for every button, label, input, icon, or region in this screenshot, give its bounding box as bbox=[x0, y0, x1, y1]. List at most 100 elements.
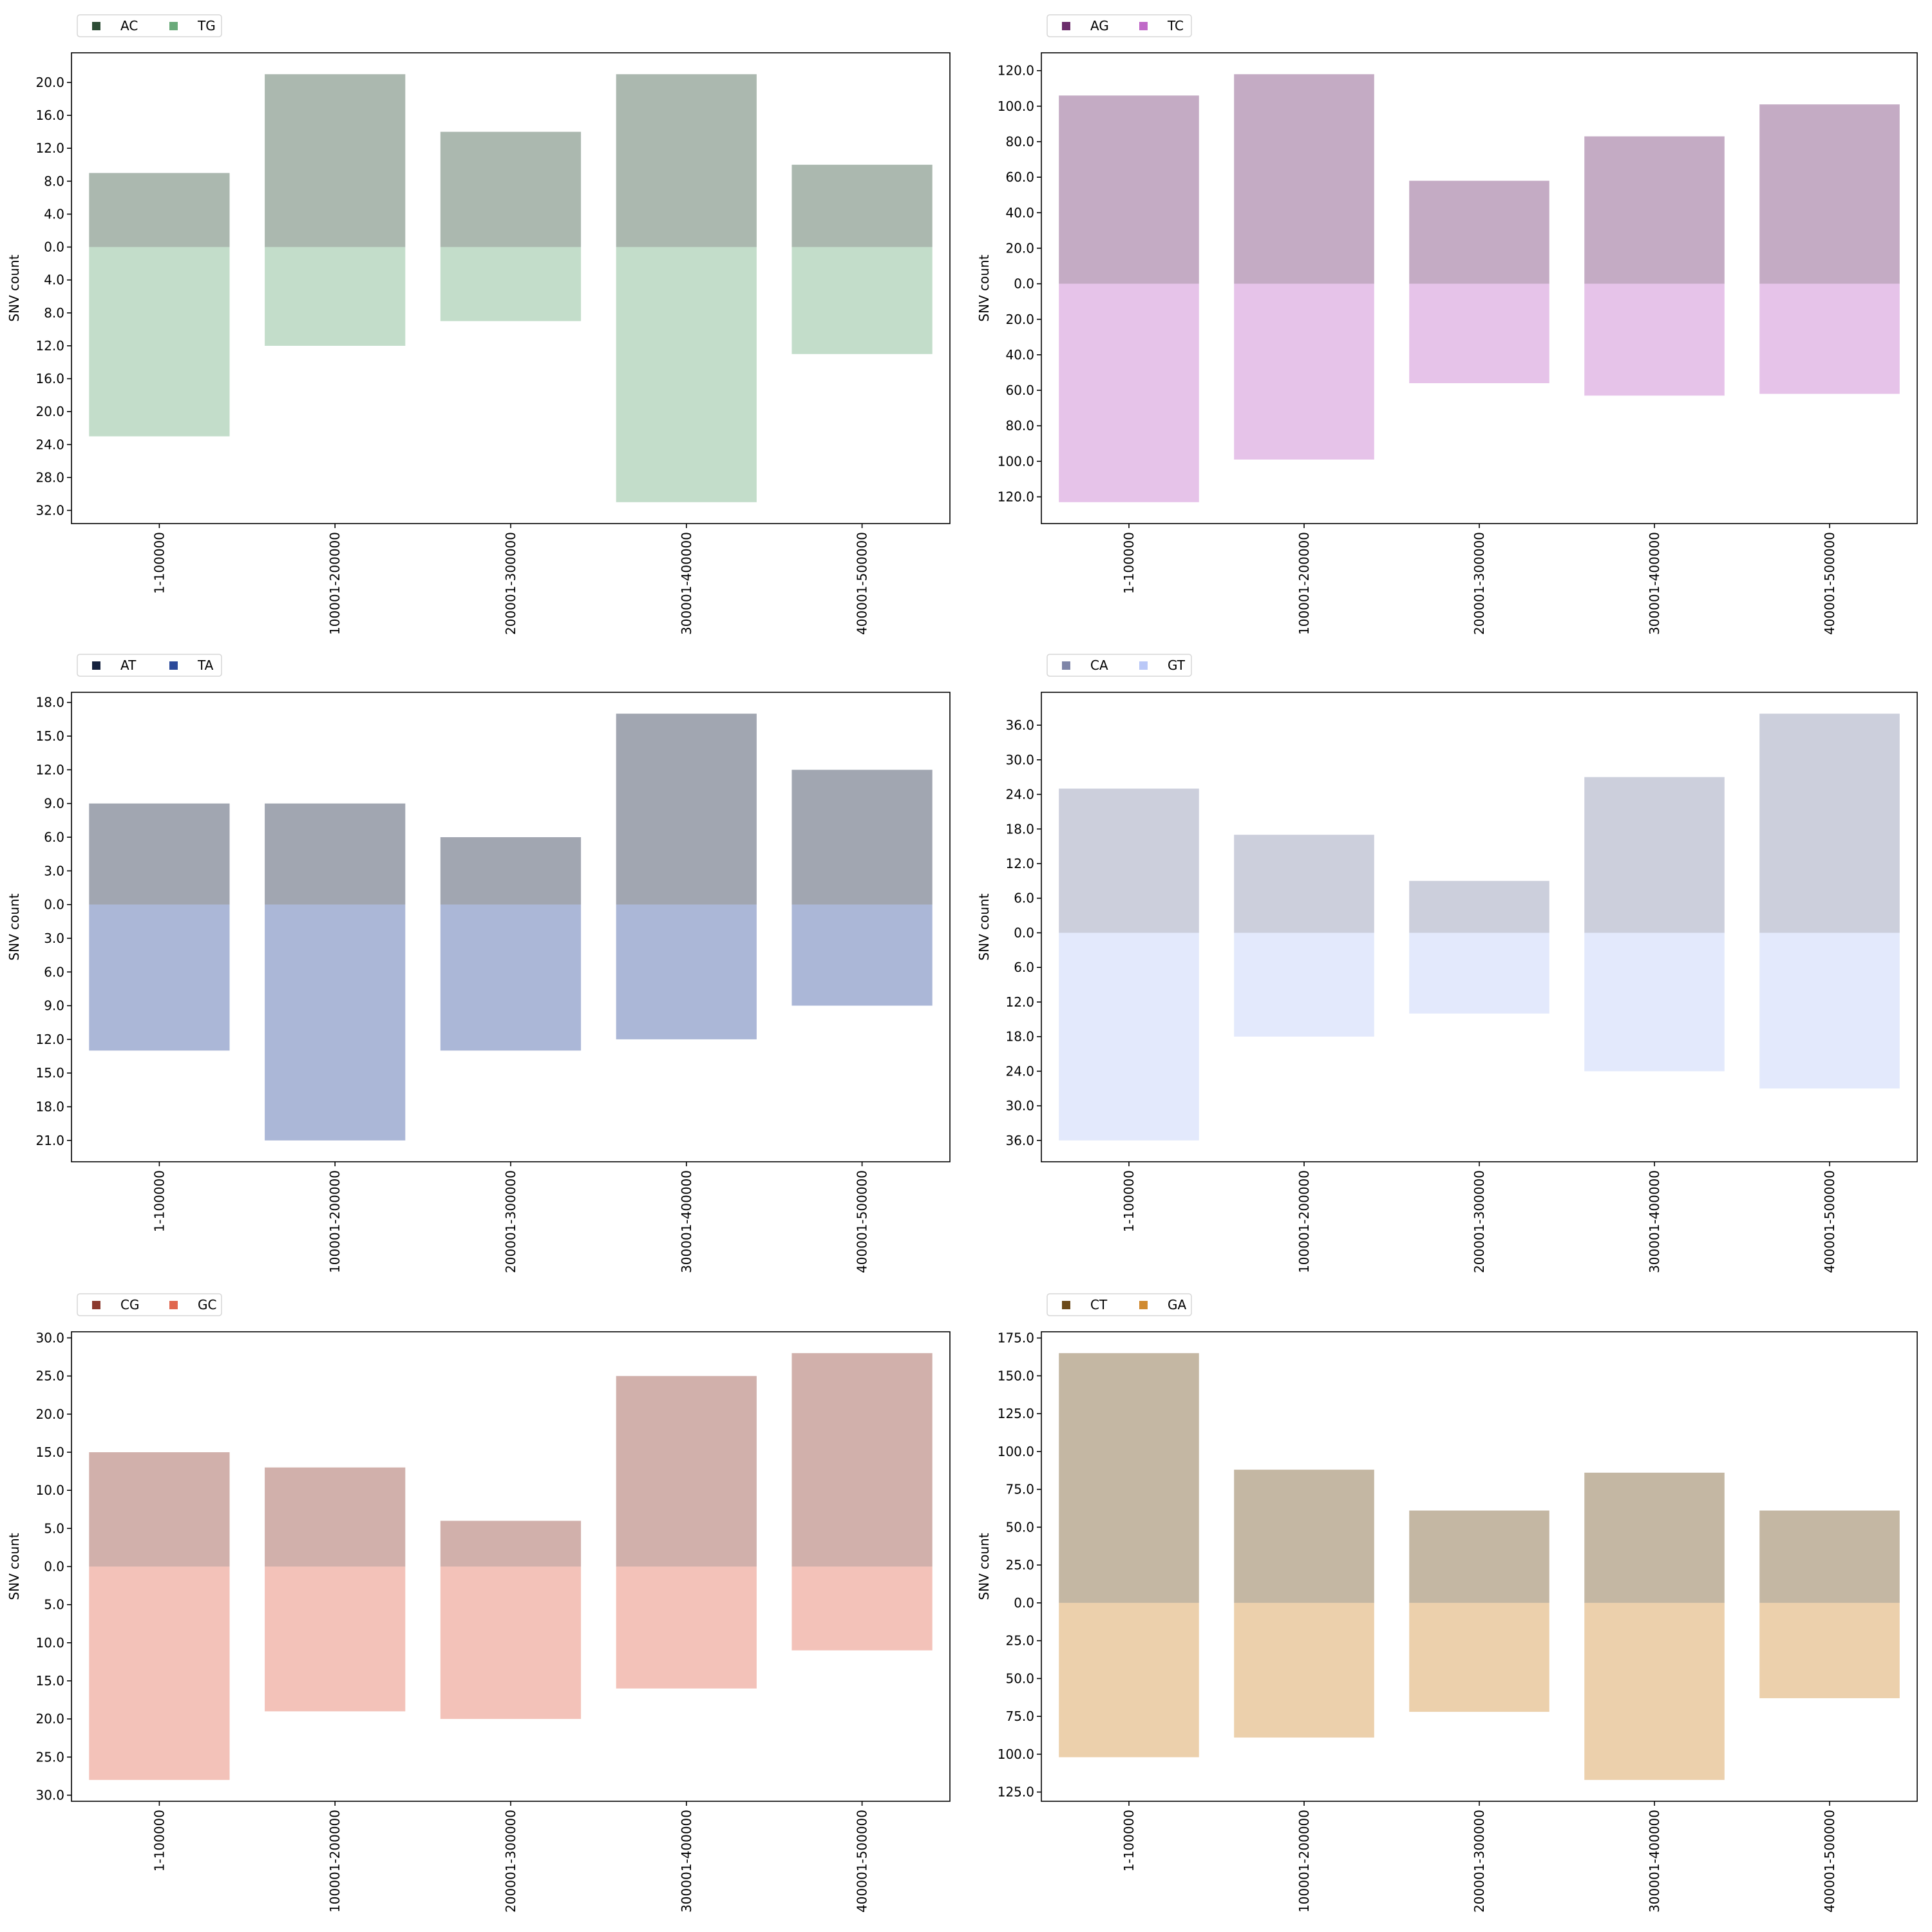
legend-label-AT: AT bbox=[120, 658, 137, 673]
xtick-label: 200001-300000 bbox=[1472, 1810, 1487, 1913]
ytick-label: 32.0 bbox=[35, 503, 64, 518]
bar-GA-2 bbox=[1409, 1602, 1549, 1712]
legend-box bbox=[1046, 654, 1192, 677]
ytick-label: 9.0 bbox=[44, 796, 64, 811]
xtick-label: 1-100000 bbox=[151, 1170, 167, 1232]
bar-AT-4 bbox=[791, 770, 933, 905]
ytick-label: 20.0 bbox=[35, 1406, 64, 1422]
ytick-label: 28.0 bbox=[35, 469, 64, 485]
bar-GT-1 bbox=[1234, 933, 1374, 1037]
bar-GA-4 bbox=[1759, 1602, 1900, 1698]
bar-CA-0 bbox=[1059, 788, 1199, 933]
ytick-label: 10.0 bbox=[35, 1635, 64, 1651]
xtick-label: 100001-200000 bbox=[327, 1170, 343, 1273]
subplot-CG-GC: 30.0 25.0 20.0 15.0 10.0 5.0 0.0 5.0 10.0 15.0 20.… bbox=[6, 1293, 951, 1913]
legend-swatch-TG bbox=[169, 22, 178, 30]
ytick-label: 15.0 bbox=[35, 1065, 64, 1081]
ytick-label: 12.0 bbox=[1005, 994, 1034, 1010]
legend-box bbox=[77, 1293, 222, 1316]
ytick-label: 4.0 bbox=[44, 206, 64, 222]
legend-swatch-CT bbox=[1062, 1301, 1070, 1309]
ytick-label: 4.0 bbox=[44, 272, 64, 288]
xtick-label: 100001-200000 bbox=[1296, 532, 1312, 635]
xtick-label: 200001-300000 bbox=[503, 1810, 518, 1913]
bar-GC-1 bbox=[265, 1566, 406, 1712]
xtick-label: 1-100000 bbox=[151, 532, 167, 594]
ytick-label: 36.0 bbox=[1005, 717, 1034, 733]
ytick-label: 20.0 bbox=[1005, 312, 1034, 327]
bar-AG-3 bbox=[1584, 136, 1725, 284]
bar-CT-2 bbox=[1409, 1510, 1549, 1603]
ytick-label: 24.0 bbox=[1005, 1063, 1034, 1079]
subplot-AC-TG: 32.0 28.0 24.0 20.0 16.0 12.0 8.0 4.0 0.0 4.0 8.0 1… bbox=[6, 14, 951, 635]
xtick-label: 300001-400000 bbox=[679, 1170, 694, 1273]
ytick-label: 0.0 bbox=[1014, 1595, 1034, 1611]
ytick-label: 3.0 bbox=[44, 931, 64, 946]
ytick-label: 36.0 bbox=[1005, 1133, 1034, 1148]
legend: CG GC bbox=[77, 1293, 222, 1316]
legend-swatch-TA bbox=[169, 661, 178, 670]
bar-AT-1 bbox=[265, 803, 406, 905]
legend-label-AC: AC bbox=[120, 18, 138, 33]
ytick-label: 24.0 bbox=[35, 437, 64, 452]
bar-TG-1 bbox=[265, 247, 406, 346]
legend-swatch-GT bbox=[1139, 661, 1148, 670]
legend-swatch-TC bbox=[1139, 22, 1148, 30]
ytick-label: 120.0 bbox=[998, 489, 1034, 505]
ytick-label: 18.0 bbox=[1005, 821, 1034, 837]
xtick-label: 400001-500000 bbox=[1822, 1810, 1837, 1913]
bar-GT-4 bbox=[1759, 933, 1900, 1089]
bar-TA-1 bbox=[265, 904, 406, 1141]
bar-CT-1 bbox=[1234, 1470, 1374, 1603]
ytick-label: 120.0 bbox=[998, 63, 1034, 79]
subplot-CT-GA: 125.0 100.0 75.0 50.0 25.0 0.0 25.0 50.0 75.0 100… bbox=[976, 1293, 1918, 1913]
bar-CG-3 bbox=[616, 1376, 757, 1567]
ytick-label: 15.0 bbox=[35, 728, 64, 744]
ytick-label: 60.0 bbox=[1005, 383, 1034, 398]
bar-CG-1 bbox=[265, 1467, 406, 1567]
xtick-label: 400001-500000 bbox=[1822, 532, 1837, 635]
bar-GT-3 bbox=[1584, 933, 1725, 1072]
xtick-label: 400001-500000 bbox=[855, 1810, 870, 1913]
subplot-AT-TA: 21.0 18.0 15.0 12.0 9.0 6.0 3.0 0.0 3.0 6.0 9.0 12.… bbox=[6, 654, 951, 1273]
ytick-label: 175.0 bbox=[998, 1331, 1034, 1346]
bar-CT-3 bbox=[1584, 1472, 1725, 1603]
bar-CG-2 bbox=[440, 1520, 582, 1567]
ytick-label: 25.0 bbox=[1005, 1557, 1034, 1573]
ytick-label: 6.0 bbox=[44, 829, 64, 845]
legend-swatch-GA bbox=[1139, 1301, 1148, 1309]
legend-swatch-AG bbox=[1062, 22, 1070, 30]
ytick-label: 25.0 bbox=[35, 1749, 64, 1765]
ytick-label: 125.0 bbox=[998, 1406, 1034, 1421]
ytick-label: 60.0 bbox=[1005, 169, 1034, 185]
y-axis-label: SNV count bbox=[6, 893, 22, 960]
ytick-label: 15.0 bbox=[35, 1673, 64, 1689]
bar-AC-3 bbox=[616, 74, 757, 247]
legend-label-CG: CG bbox=[120, 1297, 139, 1312]
bar-TA-4 bbox=[791, 904, 933, 1006]
bar-CT-0 bbox=[1059, 1353, 1199, 1603]
bar-AT-3 bbox=[616, 714, 757, 905]
bar-TG-4 bbox=[791, 247, 933, 354]
ytick-label: 50.0 bbox=[1005, 1671, 1034, 1686]
xtick-label: 1-100000 bbox=[1121, 1170, 1137, 1232]
legend: CT GA bbox=[1046, 1293, 1192, 1316]
bar-CT-4 bbox=[1759, 1510, 1900, 1603]
xtick-label: 100001-200000 bbox=[1296, 1810, 1312, 1913]
ytick-label: 125.0 bbox=[998, 1785, 1034, 1800]
xtick-label: 100001-200000 bbox=[327, 1810, 343, 1913]
xtick-label: 1-100000 bbox=[151, 1810, 167, 1871]
ytick-label: 18.0 bbox=[35, 1099, 64, 1115]
legend-box bbox=[77, 14, 222, 37]
xtick-label: 200001-300000 bbox=[1472, 532, 1487, 635]
bar-AC-0 bbox=[89, 173, 230, 247]
ytick-label: 0.0 bbox=[1014, 925, 1034, 940]
legend-label-TG: TG bbox=[197, 18, 216, 33]
bar-GA-1 bbox=[1234, 1602, 1374, 1738]
bar-GT-2 bbox=[1409, 933, 1549, 1014]
bar-AT-2 bbox=[440, 837, 582, 905]
bar-AG-4 bbox=[1759, 104, 1900, 284]
ytick-label: 24.0 bbox=[1005, 787, 1034, 802]
xtick-label: 300001-400000 bbox=[679, 532, 694, 635]
bar-CA-4 bbox=[1759, 714, 1900, 933]
